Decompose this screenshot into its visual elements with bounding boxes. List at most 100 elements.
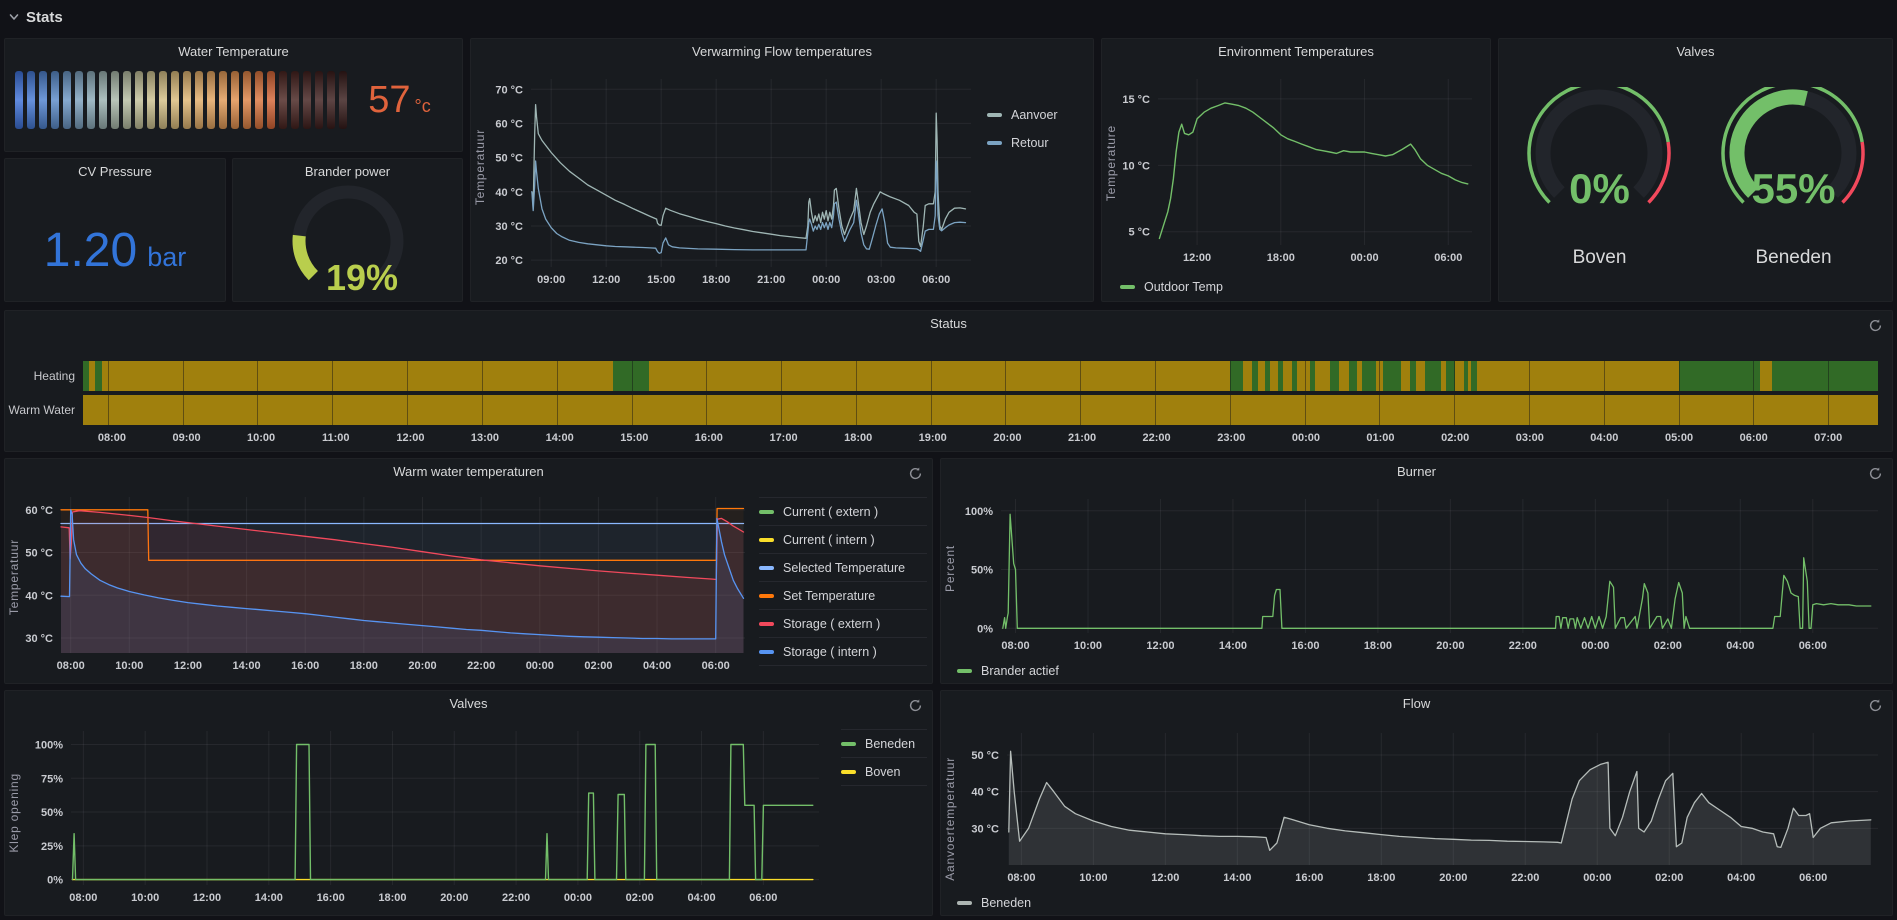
svg-text:14:00: 14:00 (1223, 872, 1251, 884)
grid-line (1753, 395, 1755, 425)
legend-swatch (987, 112, 1002, 117)
lcd-cell (183, 71, 191, 129)
legend-item[interactable]: Outdoor Temp (1120, 280, 1223, 294)
legend-item[interactable]: Aanvoer (987, 105, 1058, 124)
svg-text:70 °C: 70 °C (495, 84, 523, 96)
lcd-gauge: 57 °c (15, 71, 452, 129)
lcd-cell (75, 71, 83, 129)
panel-title[interactable]: Valves (449, 695, 488, 711)
grid-line (781, 361, 783, 391)
refresh-icon[interactable] (908, 466, 923, 481)
svg-text:21:00: 21:00 (757, 274, 785, 286)
svg-text:03:00: 03:00 (867, 274, 895, 286)
series-fill-Storage ( intern ) (61, 509, 744, 653)
svg-text:0%: 0% (977, 623, 993, 635)
svg-text:40 °C: 40 °C (25, 590, 53, 602)
series-fill-Set Temperature (61, 508, 744, 653)
status-segment-off (1243, 361, 1253, 391)
time-tick-label: 13:00 (470, 432, 500, 444)
threshold-arc-ok (1721, 81, 1864, 204)
refresh-icon[interactable] (908, 698, 923, 713)
legend-item[interactable]: Selected Temperature (759, 554, 927, 582)
grid-line (407, 395, 409, 425)
status-segment-on (83, 361, 90, 391)
burner-chart[interactable]: 0% 50% 100% 08:00 10:00 12:00 14:00 16:00 18:00 2… (945, 485, 1890, 659)
svg-text:12:00: 12:00 (1146, 640, 1174, 652)
svg-text:20:00: 20:00 (408, 660, 436, 672)
legend-item[interactable]: Storage ( intern ) (759, 638, 927, 666)
verwarming-chart[interactable]: 20 °C 30 °C 40 °C 50 °C 60 °C 70 °C 09:00 12:00… (479, 63, 977, 297)
environment-chart[interactable]: 5 °C 10 °C 15 °C 12:00 18:00 00:00 06:00 (1108, 63, 1486, 273)
status-row-warm-water: Warm Water (5, 395, 1878, 425)
legend-swatch (987, 140, 1002, 145)
panel-title[interactable]: Flow (1402, 695, 1431, 711)
panel-title[interactable]: Valves (1676, 43, 1715, 59)
time-tick-label: 14:00 (545, 432, 574, 444)
section-toggle-stats[interactable]: Stats (8, 9, 63, 26)
time-tick-label: 21:00 (1068, 432, 1097, 444)
legend-label: Beneden (981, 896, 1032, 910)
legend-item[interactable]: Current ( extern ) (759, 498, 927, 526)
panel-title[interactable]: Brander power (304, 163, 391, 179)
panel-warm-water-temperaturen: Warm water temperaturen Temperatuur 30 °… (4, 458, 933, 684)
svg-text:00:00: 00:00 (564, 892, 592, 904)
status-track-warm-water[interactable] (83, 395, 1878, 425)
svg-text:18:00: 18:00 (702, 274, 730, 286)
panel-title[interactable]: Status (930, 315, 967, 331)
legend-item[interactable]: Set Temperature (759, 582, 927, 610)
svg-text:04:00: 04:00 (687, 892, 715, 904)
status-segment-on (1410, 361, 1416, 391)
svg-text:16:00: 16:00 (1291, 640, 1319, 652)
svg-text:18:00: 18:00 (378, 892, 406, 904)
flow-chart[interactable]: 30 °C 40 °C 50 °C 08:00 10:00 12:00 14:00 16:00… (945, 717, 1890, 891)
panel-title[interactable]: Burner (1396, 463, 1437, 479)
panel-title[interactable]: Water Temperature (178, 43, 289, 59)
svg-text:22:00: 22:00 (1511, 872, 1539, 884)
grid-line (631, 395, 633, 425)
svg-text:08:00: 08:00 (1001, 640, 1029, 652)
panel-title[interactable]: Warm water temperaturen (393, 463, 544, 479)
boven-gauge-value: 0% (1569, 165, 1630, 212)
refresh-icon[interactable] (1868, 466, 1883, 481)
panel-verwarming-flow: Verwarming Flow temperatures Temperatuur… (470, 38, 1094, 302)
legend-item[interactable]: Beneden (841, 730, 927, 758)
lcd-cell (327, 71, 335, 129)
time-tick-label: 15:00 (620, 432, 649, 444)
boven-gauge: 0% (1507, 81, 1692, 221)
panel-environment-temperatures: Environment Temperatures Temperature 5 °… (1101, 38, 1491, 302)
legend-item[interactable]: Beneden (957, 896, 1031, 910)
status-segment-on (1277, 361, 1283, 391)
chart-legend: Outdoor Temp (1120, 280, 1223, 294)
grid-line (1080, 395, 1082, 425)
lcd-cell (171, 71, 179, 129)
svg-text:100%: 100% (35, 740, 63, 752)
warmwater-chart[interactable]: 30 °C 40 °C 50 °C 60 °C 08:00 10:00 12:00 14:00… (15, 485, 755, 679)
legend-item[interactable]: Brander actief (957, 664, 1059, 678)
status-segment-on (1349, 361, 1357, 391)
lcd-cell (339, 71, 347, 129)
status-track-heating[interactable] (83, 361, 1878, 391)
grid-line (1678, 361, 1680, 391)
panel-status: Status Heating Warm Water 08:00 09:00 10:0… (4, 310, 1893, 452)
time-tick-label: 18:00 (844, 432, 873, 444)
cv-pressure-stat: 1.20 bar (5, 199, 225, 301)
svg-text:14:00: 14:00 (255, 892, 283, 904)
svg-text:00:00: 00:00 (1350, 252, 1378, 264)
valves-chart[interactable]: 0% 25% 50% 75% 100% 08:00 10:00 12:00 14:00 16:00… (13, 717, 829, 911)
legend-item[interactable]: Boven (841, 758, 927, 786)
svg-text:15 °C: 15 °C (1122, 94, 1150, 106)
gauge-value-arc (1729, 89, 1808, 198)
status-segment-off (1476, 361, 1679, 391)
panel-title[interactable]: CV Pressure (78, 163, 152, 179)
svg-text:10:00: 10:00 (1074, 640, 1102, 652)
panel-title[interactable]: Verwarming Flow temperatures (692, 43, 872, 59)
grid-line (1379, 361, 1381, 391)
legend-item[interactable]: Storage ( extern ) (759, 610, 927, 638)
refresh-icon[interactable] (1868, 698, 1883, 713)
legend-item[interactable]: Retour (987, 133, 1058, 152)
refresh-icon[interactable] (1868, 318, 1883, 333)
legend-item[interactable]: Current ( intern ) (759, 526, 927, 554)
legend-label: Beneden (865, 736, 916, 751)
panel-title[interactable]: Environment Temperatures (1218, 43, 1374, 59)
svg-text:02:00: 02:00 (584, 660, 612, 672)
